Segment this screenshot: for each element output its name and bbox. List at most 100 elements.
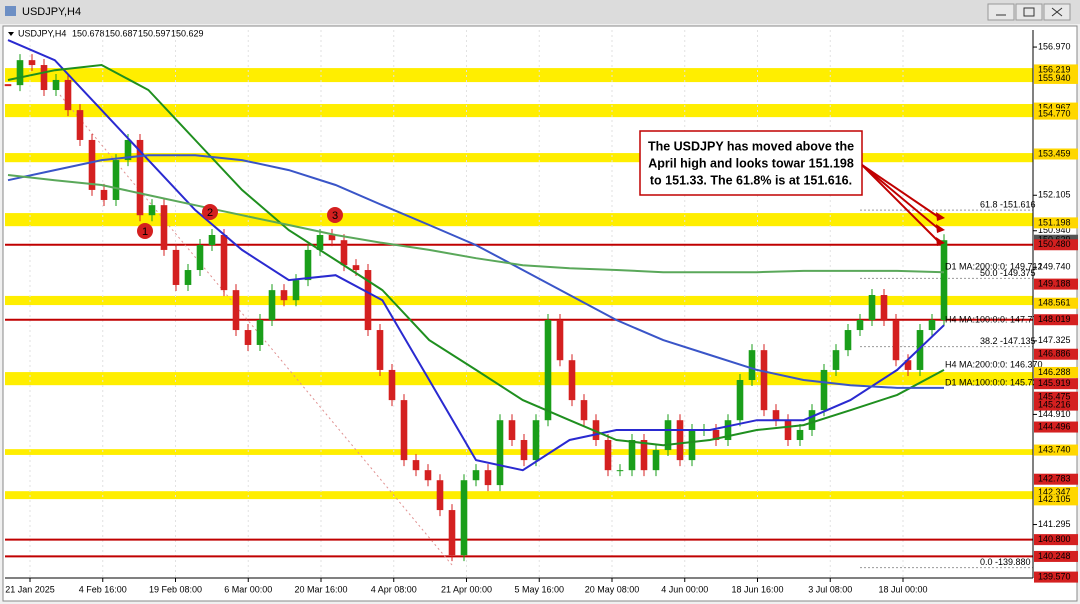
support-zone [5,491,1033,500]
moving-average [7,174,945,274]
candle [832,350,840,370]
y-tick-label: 150.940 [1038,225,1071,235]
x-tick-label: 4 Jun 00:00 [661,584,708,594]
x-tick-label: 19 Feb 08:00 [149,584,202,594]
x-tick-label: 21 Jan 2025 [5,584,55,594]
candle [292,280,300,301]
candle [556,319,564,361]
candle [784,420,792,441]
moving-average [7,63,945,447]
candle [688,429,696,461]
support-zone [5,449,1033,455]
x-tick-label: 6 Mar 00:00 [224,584,272,594]
candle [904,360,912,370]
callout-arrowhead [936,224,945,233]
candle [136,139,144,216]
candle [340,240,348,266]
price-level-label: 140.800 [1038,534,1071,544]
fib-label: 38.2 -147.135 [980,336,1036,346]
candle [148,205,156,216]
price-level-label: 150.480 [1038,239,1071,249]
price-level-label: 156.219 [1038,64,1071,74]
candle [400,400,408,461]
candle [916,330,924,370]
price-level-tag [1034,391,1078,403]
candle [424,470,432,481]
price-level-tag [1034,473,1078,485]
minimize-button[interactable] [987,3,1015,21]
quote-value: 150.678 [72,28,105,38]
price-level-tag [1034,550,1078,562]
x-tick-label: 4 Feb 16:00 [79,584,127,594]
candle [724,420,732,441]
price-level-label: 154.770 [1038,108,1071,118]
candle [520,440,528,461]
candle [676,420,684,461]
price-level-tag [1034,366,1078,378]
price-level-label: 153.459 [1038,148,1071,158]
callout-arrowhead [936,212,945,221]
price-level-label: 151.198 [1038,217,1071,227]
candle [820,369,828,411]
candle [112,160,120,200]
moving-average-label: H4 MA:200:0:0: 146.370 [945,359,1043,369]
callout-arrow [861,164,941,244]
candle [244,330,252,345]
price-level-label: 155.940 [1038,73,1071,83]
close-glyph [1051,7,1063,17]
candle [808,410,816,430]
symbol-label: USDJPY,H4 [18,28,66,38]
price-level-label: 149.188 [1038,278,1071,288]
candle [796,429,804,441]
candle [124,139,132,161]
price-level-tag [1034,444,1078,456]
moving-average [7,39,945,472]
y-tick-label: 152.105 [1038,190,1071,200]
callout-line: April high and looks towar 151.198 [648,156,854,170]
candle [508,420,516,441]
price-level-tag [1034,534,1078,546]
maximize-glyph [1023,7,1035,17]
candle [640,440,648,471]
candle [388,369,396,401]
moving-average-label: H4 MA:100:0:0: 147.775 [945,315,1043,325]
candle [160,205,168,250]
price-level-label: 142.105 [1038,494,1071,504]
price-level-tag [1034,239,1078,251]
x-tick-label: 3 Jul 08:00 [808,584,852,594]
price-level-tag [1034,72,1078,84]
swing-marker [202,204,218,220]
candle [316,235,324,250]
price-level-label: 146.886 [1038,349,1071,359]
price-level-tag [1034,297,1078,309]
support-zone [5,295,1033,306]
price-level-tag [1034,494,1078,506]
candle [664,420,672,451]
candle [748,350,756,381]
candle [40,65,48,91]
candle [280,290,288,301]
candle [256,319,264,345]
candle [616,470,624,472]
candle [88,139,96,190]
candle [484,470,492,486]
price-level-label: 145.475 [1038,392,1071,402]
candle [628,440,636,471]
price-level-tag [1034,399,1078,411]
candle [496,420,504,486]
fib-trend [59,94,453,566]
price-level-label: 139.570 [1038,571,1071,581]
price-level-label: 148.561 [1038,298,1071,308]
candle [328,235,336,241]
candle [220,235,228,291]
price-level-tag [1034,314,1078,326]
candle [100,189,108,200]
candle [436,480,444,511]
price-level-label: 145.216 [1038,399,1071,409]
candle [772,410,780,421]
callout-arrowhead [936,237,945,246]
maximize-button[interactable] [1015,3,1043,21]
callout-box [639,130,863,196]
